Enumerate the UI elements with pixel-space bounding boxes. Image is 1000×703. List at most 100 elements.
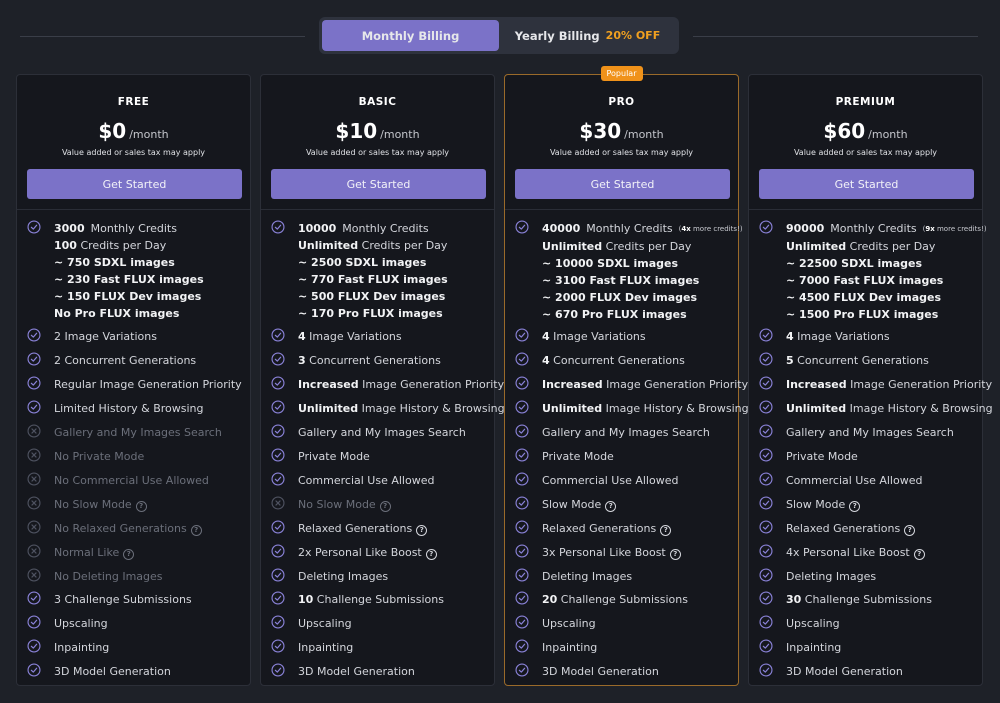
check-circle-icon xyxy=(27,376,41,390)
question-circle-icon[interactable]: ? xyxy=(123,548,135,560)
credits-text: 10000 Monthly Credits Unlimited Credits pe… xyxy=(298,220,448,322)
question-circle-icon[interactable]: ? xyxy=(379,500,391,512)
feature-text: No Slow Mode? xyxy=(298,496,391,513)
feature-text: Slow Mode? xyxy=(786,496,861,513)
feature-item: 5 Concurrent Generations xyxy=(759,352,976,369)
yearly-billing-option[interactable]: Yearly Billing 20% OFF xyxy=(499,20,676,51)
feature-text: 20 Challenge Submissions xyxy=(542,591,688,608)
feature-label: No Relaxed Generations xyxy=(54,521,187,535)
feature-item: Increased Image Generation Priority xyxy=(759,376,992,393)
feature-text: Upscaling xyxy=(54,615,108,632)
question-circle-icon[interactable]: ? xyxy=(605,500,617,512)
check-circle-icon xyxy=(759,220,773,234)
feature-label: Slow Mode xyxy=(786,497,846,511)
credits-detail-line: ~ 3100 Fast FLUX images xyxy=(542,272,743,289)
price-period: /month xyxy=(624,128,664,141)
check-circle-icon xyxy=(271,472,285,486)
feature-item: Regular Image Generation Priority xyxy=(27,376,244,393)
credits-detail-line: Unlimited Credits per Day xyxy=(786,238,987,255)
check-circle-icon xyxy=(759,472,773,486)
x-circle-icon xyxy=(27,472,41,486)
credits-detail-strong: Unlimited xyxy=(786,240,847,253)
feature-item: Gallery and My Images Search xyxy=(271,424,488,441)
feature-label: Normal Like xyxy=(54,545,120,559)
get-started-button[interactable]: Get Started xyxy=(27,169,242,199)
feature-strong: 4 xyxy=(786,330,794,343)
feature-text: Private Mode xyxy=(786,448,858,465)
feature-text: 4 Image Variations xyxy=(542,328,646,345)
check-circle-icon xyxy=(271,639,285,653)
feature-strong: Unlimited xyxy=(542,401,603,415)
check-circle-icon xyxy=(27,639,41,653)
price-amount: $10 xyxy=(335,119,378,143)
billing-toggle: Monthly Billing Yearly Billing 20% OFF xyxy=(319,17,679,54)
question-circle-icon[interactable]: ? xyxy=(849,500,861,512)
feature-label: Challenge Submissions xyxy=(801,593,932,607)
credits-detail-line: ~ 2500 SDXL images xyxy=(298,254,448,271)
check-circle-icon xyxy=(27,328,41,342)
feature-label: Image Variations xyxy=(793,330,890,343)
credits-detail-line: ~ 230 Fast FLUX images xyxy=(54,271,204,288)
x-circle-icon xyxy=(27,448,41,462)
question-circle-icon[interactable]: ? xyxy=(416,524,428,536)
get-started-button[interactable]: Get Started xyxy=(759,169,974,199)
check-circle-icon xyxy=(759,591,773,605)
credits-multiplier: 9x xyxy=(925,225,935,233)
plan-price: $10/month xyxy=(261,119,494,143)
feature-item: Upscaling xyxy=(271,615,488,632)
feature-label: Commercial Use Allowed xyxy=(786,473,923,487)
check-circle-icon xyxy=(27,352,41,366)
feature-item: Commercial Use Allowed xyxy=(759,472,976,489)
credits-amount: 10000 xyxy=(298,222,337,235)
feature-item: 10 Challenge Submissions xyxy=(271,591,488,608)
feature-item: Increased Image Generation Priority xyxy=(271,376,504,393)
feature-label: 3x Personal Like Boost xyxy=(542,545,666,559)
feature-text: Limited History & Browsing xyxy=(54,400,204,417)
credits-detail-strong: No Pro FLUX images xyxy=(54,307,180,320)
question-circle-icon[interactable]: ? xyxy=(190,524,202,536)
question-circle-icon[interactable]: ? xyxy=(904,524,916,536)
feature-item: No Deleting Images xyxy=(27,567,244,585)
feature-item: 3D Model Generation xyxy=(27,663,244,680)
feature-item: No Relaxed Generations? xyxy=(27,520,244,537)
feature-label: 2x Personal Like Boost xyxy=(298,545,422,559)
plan-card-basic: BASIC $10/month Value added or sales tax m… xyxy=(260,74,505,686)
credits-detail-text: Credits per Day xyxy=(358,239,448,252)
feature-text: No Private Mode xyxy=(54,448,144,465)
question-circle-icon[interactable]: ? xyxy=(669,548,681,560)
feature-item: 3x Personal Like Boost? xyxy=(515,544,732,561)
question-circle-icon[interactable]: ? xyxy=(425,548,437,560)
feature-text: Slow Mode? xyxy=(542,496,617,513)
monthly-billing-option[interactable]: Monthly Billing xyxy=(322,20,499,51)
feature-item: 3D Model Generation xyxy=(515,663,732,680)
feature-item: Limited History & Browsing xyxy=(27,400,244,417)
get-started-button[interactable]: Get Started xyxy=(515,169,730,199)
credits-detail-line: ~ 4500 FLUX Dev images xyxy=(786,289,987,306)
feature-item: Gallery and My Images Search xyxy=(27,424,244,441)
check-circle-icon xyxy=(271,376,285,390)
feature-text: Unlimited Image History & Browsing xyxy=(542,400,749,417)
question-circle-icon[interactable]: ? xyxy=(135,500,147,512)
feature-label: Private Mode xyxy=(786,449,858,463)
question-circle-icon[interactable]: ? xyxy=(660,524,672,536)
plan-name: BASIC xyxy=(358,96,397,108)
credits-multiplier-note: (9x more credits!) xyxy=(922,225,987,233)
check-circle-icon xyxy=(515,424,529,438)
feature-label: Upscaling xyxy=(54,617,108,631)
check-circle-icon xyxy=(27,220,41,234)
get-started-button[interactable]: Get Started xyxy=(271,169,486,199)
check-circle-icon xyxy=(515,400,529,414)
feature-item: Upscaling xyxy=(27,615,244,632)
feature-label: Regular Image Generation Priority xyxy=(54,377,242,391)
yearly-discount-badge: 20% OFF xyxy=(605,29,661,42)
price-period: /month xyxy=(129,128,169,141)
check-circle-icon xyxy=(271,520,285,534)
credits-detail-strong: ~ 22500 SDXL images xyxy=(786,257,923,270)
feature-label: Image Generation Priority xyxy=(358,377,505,391)
feature-label: Image History & Browsing xyxy=(846,401,993,415)
feature-item: Commercial Use Allowed xyxy=(271,472,488,489)
feature-item: 3 Concurrent Generations xyxy=(271,352,488,369)
feature-label: Relaxed Generations xyxy=(786,521,901,535)
feature-label: 3D Model Generation xyxy=(786,665,903,679)
question-circle-icon[interactable]: ? xyxy=(913,548,925,560)
